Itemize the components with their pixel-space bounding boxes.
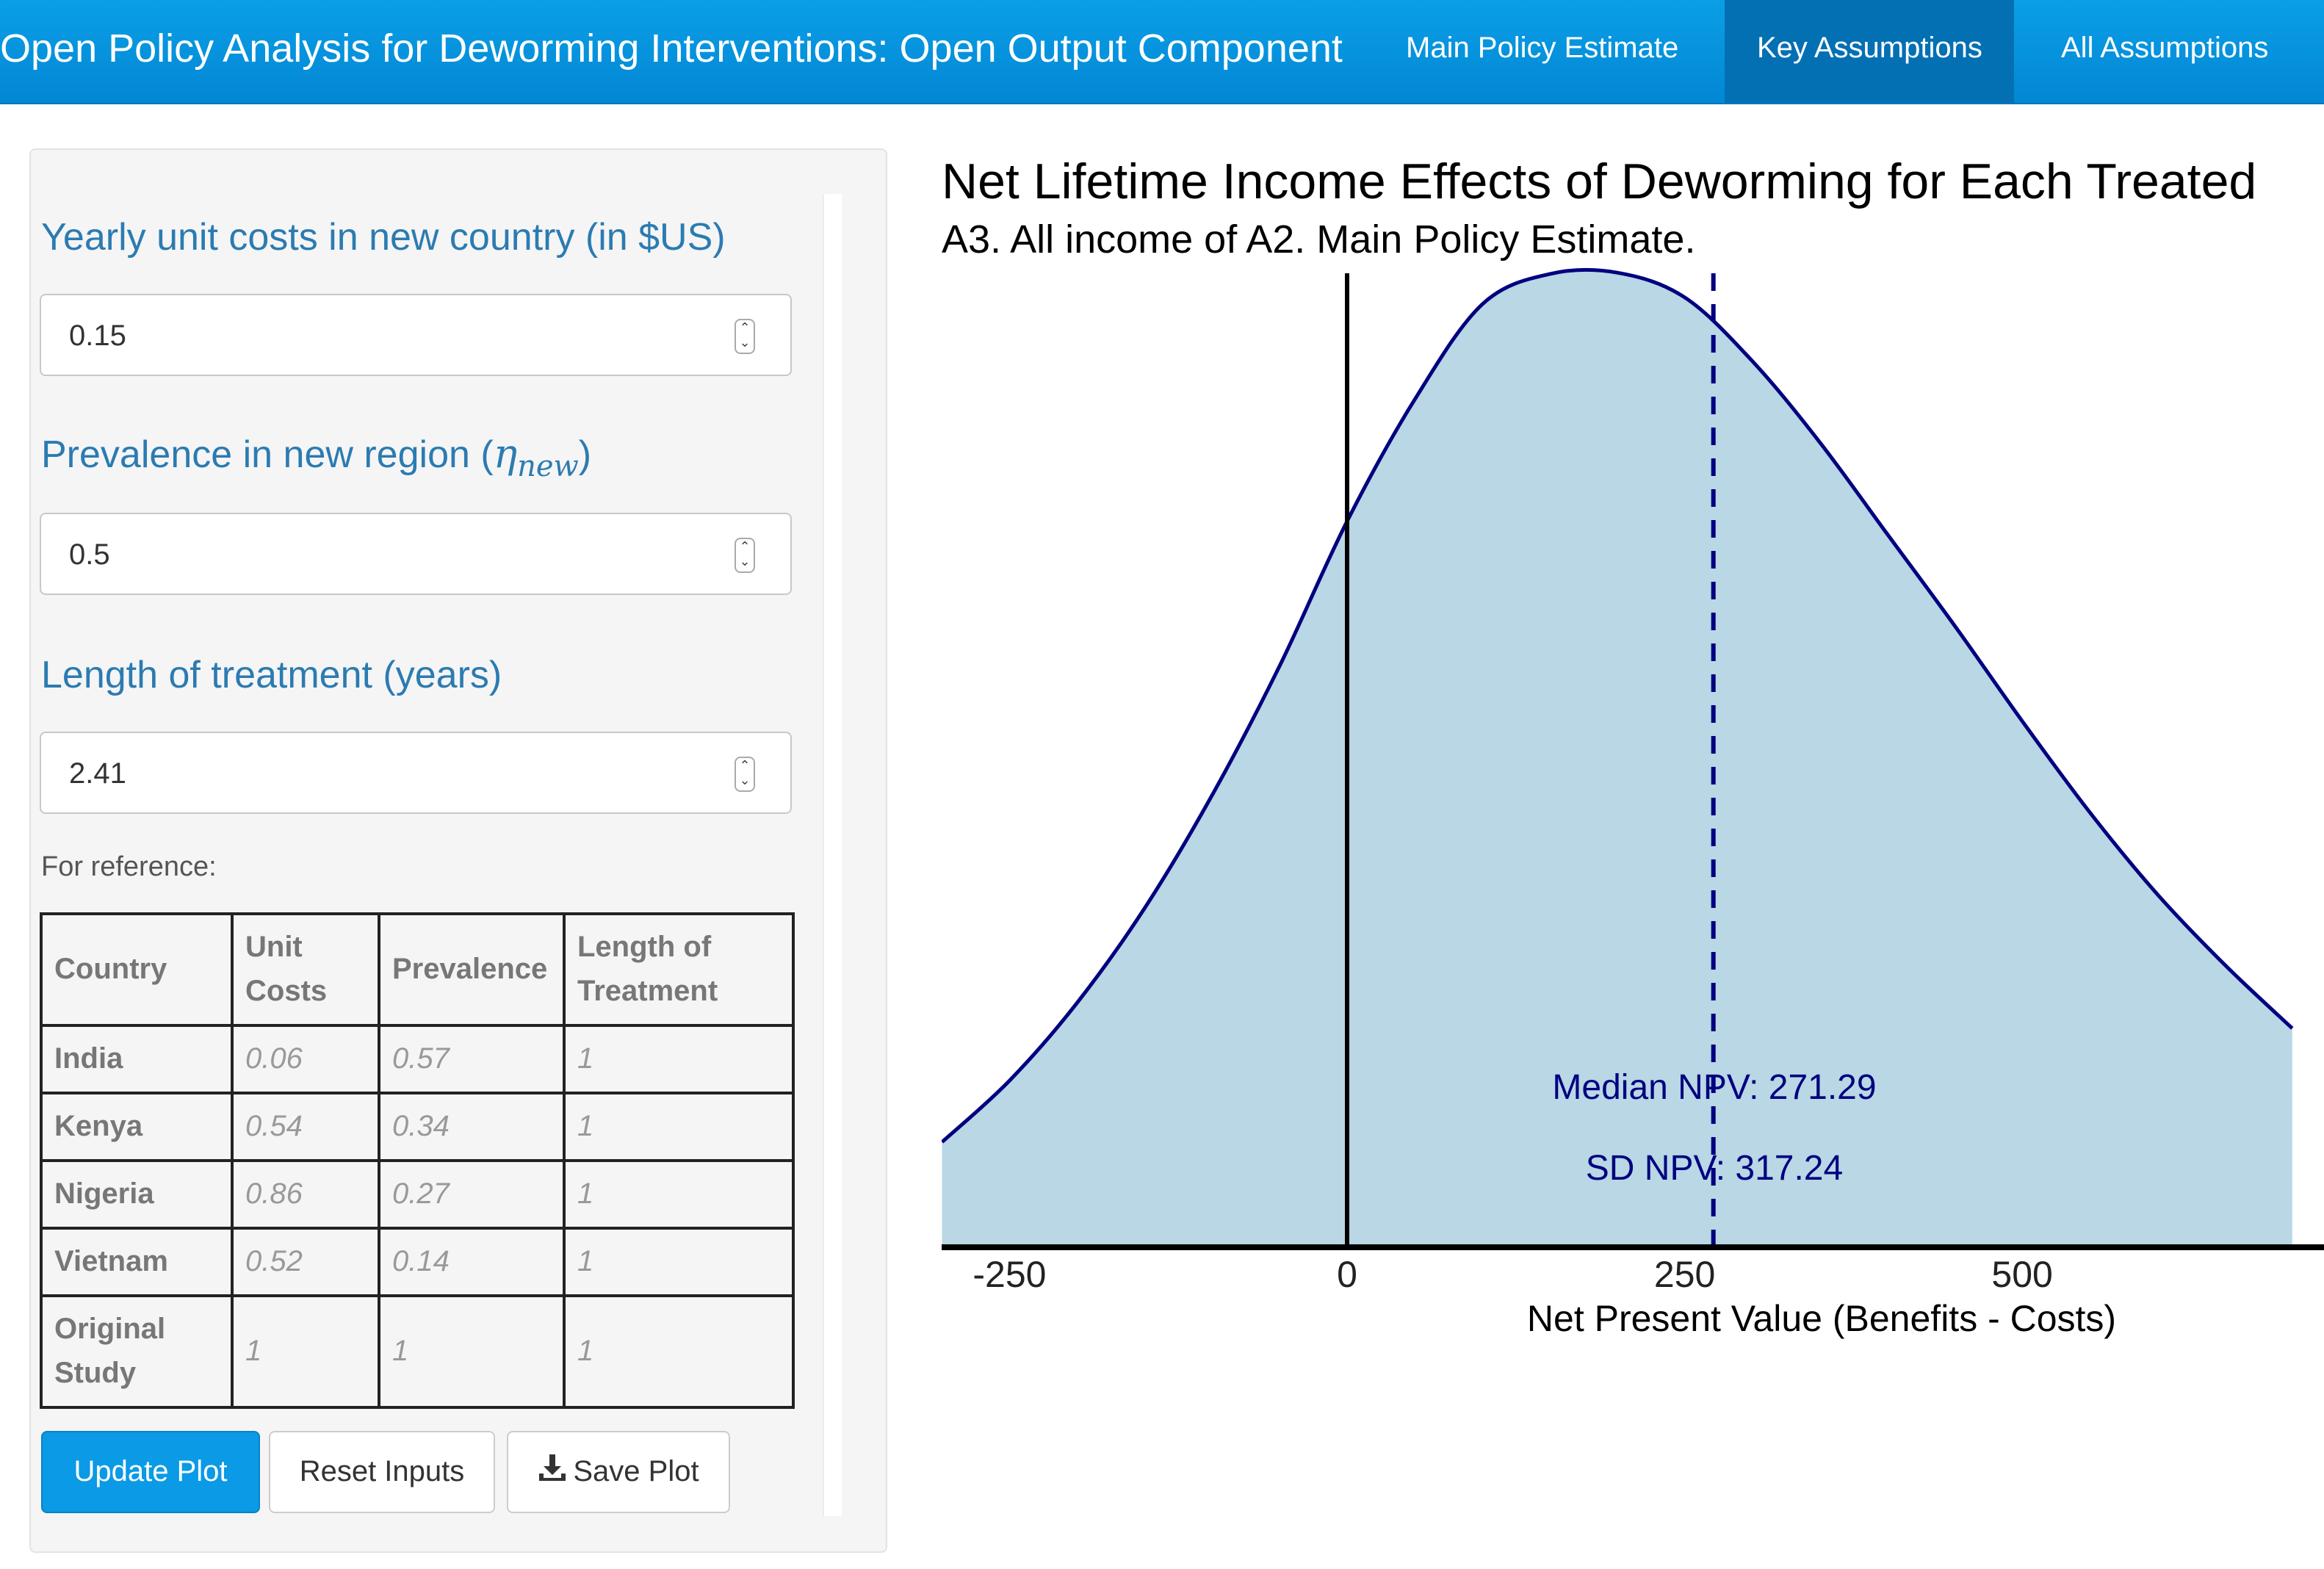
table-row: Nigeria 0.86 0.27 1 — [40, 1159, 795, 1230]
update-plot-button[interactable]: Update Plot — [41, 1431, 260, 1513]
table-cell: India — [40, 1024, 234, 1094]
app-title: Open Policy Analysis for Deworming Inter… — [0, 26, 1343, 71]
column-header: Country — [40, 912, 234, 1027]
table-cell: 0.06 — [231, 1024, 380, 1094]
reset-inputs-button[interactable]: Reset Inputs — [269, 1431, 495, 1513]
navbar: Open Policy Analysis for Deworming Inter… — [0, 0, 2324, 104]
table-cell: 0.27 — [378, 1159, 566, 1230]
prevalence-input[interactable]: 0.5 ⌃ ⌄ — [40, 513, 792, 595]
table-cell: Kenya — [40, 1092, 234, 1162]
table-cell: Nigeria — [40, 1159, 234, 1230]
unit-cost-value: 0.15 — [69, 320, 126, 353]
table-cell: 0.34 — [378, 1092, 566, 1162]
x-tick-label: 0 — [1337, 1254, 1357, 1295]
prevalence-label-text: Prevalence in new region ( — [41, 432, 494, 476]
median-npv-annotation: Median NPV: 271.29 — [1552, 1068, 1876, 1107]
x-tick-label: 500 — [1991, 1254, 2052, 1295]
reference-table: Country Unit Costs Prevalence Length of … — [40, 912, 795, 1409]
table-cell: 1 — [563, 1092, 795, 1162]
prevalence-label: Prevalence in new region (ηnew) — [41, 432, 592, 483]
table-cell: 1 — [563, 1294, 795, 1409]
eta-new-symbol: ηnew — [493, 432, 579, 483]
table-cell: 0.52 — [231, 1227, 380, 1297]
chart-title: Net Lifetime Income Effects of Deworming… — [942, 154, 2256, 209]
tab-main-policy-estimate[interactable]: Main Policy Estimate — [1406, 32, 1679, 65]
prevalence-value: 0.5 — [69, 539, 110, 571]
download-icon — [538, 1433, 567, 1512]
table-header-row: Country Unit Costs Prevalence Length of … — [40, 912, 795, 1027]
sidebar-scrollbar[interactable] — [823, 194, 842, 1516]
length-input[interactable]: 2.41 ⌃ ⌄ — [40, 732, 792, 814]
table-cell: 1 — [563, 1159, 795, 1230]
x-axis-label: Net Present Value (Benefits - Costs) — [1527, 1298, 2116, 1339]
x-tick-label: -250 — [972, 1254, 1046, 1295]
unit-cost-label: Yearly unit costs in new country (in $US… — [41, 214, 726, 259]
table-cell: 1 — [563, 1024, 795, 1094]
column-header: Unit Costs — [231, 912, 380, 1027]
save-plot-button[interactable]: Save Plot — [507, 1431, 730, 1513]
table-cell: 1 — [563, 1227, 795, 1297]
table-row: Vietnam 0.52 0.14 1 — [40, 1227, 795, 1297]
density-area — [942, 270, 2292, 1247]
unit-cost-input[interactable]: 0.15 ⌃ ⌄ — [40, 294, 792, 376]
chart-subtitle: A3. All income of A2. Main Policy Estima… — [942, 217, 1695, 262]
table-row: India 0.06 0.57 1 — [40, 1024, 795, 1094]
table-cell: 0.14 — [378, 1227, 566, 1297]
column-header: Length of Treatment — [563, 912, 795, 1027]
tab-all-assumptions[interactable]: All Assumptions — [2061, 32, 2269, 65]
x-tick-label: 250 — [1654, 1254, 1715, 1295]
spinner-icon[interactable]: ⌃ ⌄ — [735, 319, 755, 354]
table-cell: Original Study — [40, 1294, 234, 1409]
density-curve — [942, 267, 2294, 1144]
spinner-icon[interactable]: ⌃ ⌄ — [735, 538, 755, 573]
table-cell: 1 — [378, 1294, 566, 1409]
npv-density-chart: Net Lifetime Income Effects of Deworming… — [942, 154, 2324, 1339]
table-cell: 0.54 — [231, 1092, 380, 1162]
save-plot-label: Save Plot — [573, 1456, 699, 1488]
length-value: 2.41 — [69, 758, 126, 790]
sidebar-panel: Yearly unit costs in new country (in $US… — [29, 148, 887, 1553]
tab-key-assumptions[interactable]: Key Assumptions — [1725, 0, 2015, 103]
column-header: Prevalence — [378, 912, 566, 1027]
table-row: Kenya 0.54 0.34 1 — [40, 1092, 795, 1162]
table-cell: 0.57 — [378, 1024, 566, 1094]
length-label: Length of treatment (years) — [41, 652, 502, 696]
sd-npv-annotation: SD NPV: 317.24 — [1586, 1149, 1843, 1188]
table-cell: Vietnam — [40, 1227, 234, 1297]
spinner-icon[interactable]: ⌃ ⌄ — [735, 757, 755, 792]
reference-label: For reference: — [41, 852, 217, 883]
table-row: Original Study 1 1 1 — [40, 1294, 795, 1409]
table-cell: 0.86 — [231, 1159, 380, 1230]
table-cell: 1 — [231, 1294, 380, 1409]
